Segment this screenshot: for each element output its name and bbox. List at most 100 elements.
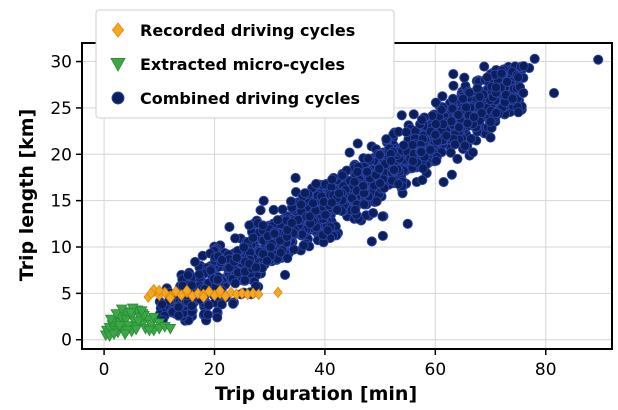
data-point [280,269,291,280]
data-point [548,88,560,99]
data-point [182,284,192,297]
legend-label-micro: Extracted micro-cycles [140,55,345,74]
data-point [452,153,463,164]
data-point [186,300,197,312]
data-point [282,224,293,236]
data-point [290,172,301,183]
data-point [157,299,168,310]
legend-label-recorded: Recorded driving cycles [140,21,355,40]
y-tick-label: 5 [61,284,72,304]
data-point [349,176,360,187]
legend-marker-micro [110,58,126,72]
data-point [173,310,184,321]
x-tick-label: 60 [425,360,447,380]
axis-ticks: 0 20 40 60 80 0 5 10 15 20 25 30 [50,53,556,380]
data-point [130,324,142,336]
legend-marker-recorded [111,22,125,38]
data-point [374,149,385,160]
data-point [482,72,493,83]
data-point [448,69,459,80]
legend-marker-combined [111,91,125,105]
data-point [352,166,363,177]
data-point [457,93,468,104]
data-point [386,155,397,166]
data-point [416,114,427,125]
data-point [416,146,427,158]
data-point [479,61,490,72]
data-point [417,175,428,186]
x-tick-label: 40 [314,360,336,380]
data-point [593,54,604,65]
y-tick-label: 15 [50,192,72,212]
data-point [253,288,264,301]
data-point [327,174,338,185]
data-point [135,306,148,318]
data-point [447,93,459,104]
y-axis-title: Trip length [km] [16,109,38,282]
data-point [513,107,524,118]
data-point [215,284,225,297]
data-point [453,109,464,120]
data-point [502,76,513,87]
x-axis-title: Trip duration [min] [215,383,417,405]
data-point [408,109,419,120]
series-extracted-micro-cycles [99,303,177,343]
data-point [485,116,496,127]
data-point [529,53,540,64]
series-combined-driving-cycles [154,53,604,326]
data-point [518,87,529,99]
data-point [255,205,266,216]
data-point [288,244,299,255]
data-point [363,153,374,164]
data-point [468,112,480,123]
data-point [231,252,242,263]
data-point [344,147,355,158]
data-point [388,164,400,175]
data-point [311,178,322,189]
y-tick-label: 0 [61,331,72,351]
data-point [320,209,331,220]
data-point [286,217,297,228]
data-point [165,292,176,304]
data-point [298,240,309,251]
data-point [146,287,156,300]
data-point [119,329,131,341]
data-point [371,196,382,207]
data-point [446,169,457,180]
y-tick-label: 20 [50,145,72,165]
x-tick-label: 80 [535,360,557,380]
data-point [425,144,436,155]
data-points [99,53,604,343]
data-point [326,197,337,208]
data-point [173,302,184,313]
data-point [474,91,485,102]
data-point [350,204,361,215]
data-point [337,170,348,181]
x-tick-label: 0 [99,360,110,380]
data-point [377,230,388,241]
data-point [332,204,343,215]
data-point [239,275,250,286]
data-point [398,140,409,151]
data-point [154,284,164,297]
data-point [216,299,227,310]
data-point [124,308,137,319]
data-point [147,312,160,324]
data-point [202,309,213,320]
x-tick-label: 20 [204,360,226,380]
data-point [272,215,283,226]
data-point [393,179,404,190]
data-point [257,220,268,231]
data-point [164,324,177,335]
data-point [227,298,239,309]
data-point [401,127,412,138]
data-point [269,228,280,239]
legend: Recorded driving cycles Extracted micro-… [95,9,395,119]
data-point [396,110,407,121]
data-point [230,278,241,289]
data-point [258,195,269,206]
data-point [518,61,529,72]
data-point [250,262,261,273]
data-point [366,236,377,247]
